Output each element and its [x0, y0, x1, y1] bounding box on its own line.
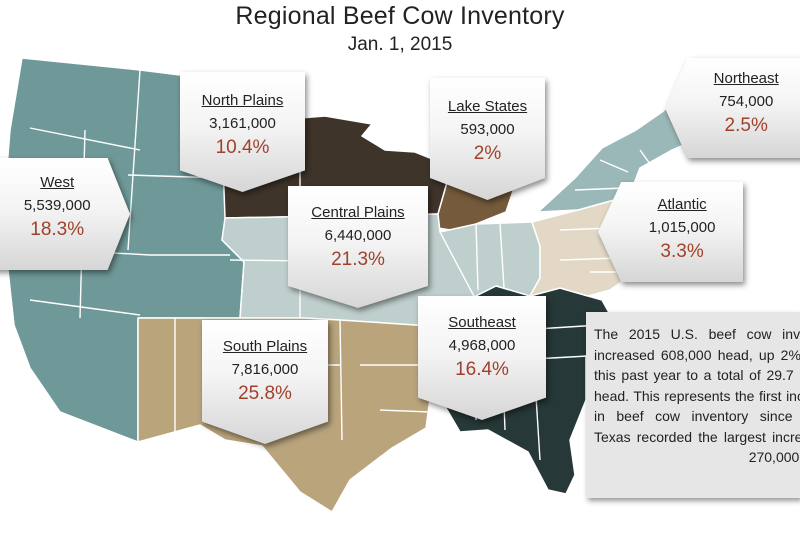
- callout-northeast: Northeast 754,000 2.5%: [665, 58, 800, 158]
- map-subtitle: Jan. 1, 2015: [347, 34, 453, 55]
- callout-south-plains: South Plains 7,816,000 25.8%: [202, 320, 328, 444]
- region-name: North Plains: [201, 92, 284, 109]
- region-count: 1,015,000: [648, 219, 716, 236]
- region-percent: 2.5%: [724, 115, 768, 136]
- region-count: 754,000: [719, 93, 774, 110]
- region-name: Atlantic: [657, 196, 707, 213]
- callout-shape: [665, 58, 800, 158]
- region-name: Northeast: [713, 70, 779, 87]
- region-name: Central Plains: [311, 204, 405, 221]
- region-percent: 25.8%: [238, 383, 292, 404]
- callout-shape: [288, 186, 428, 308]
- summary-note-box: The 2015 U.S. beef cow inventory increas…: [586, 312, 800, 498]
- region-count: 6,440,000: [324, 227, 392, 244]
- summary-note-text: The 2015 U.S. beef cow inventory increas…: [594, 326, 800, 465]
- region-percent: 21.3%: [331, 249, 385, 270]
- callout-shape: [180, 72, 305, 192]
- region-percent: 18.3%: [30, 219, 85, 240]
- region-count: 4,968,000: [448, 337, 516, 354]
- region-percent: 2%: [473, 143, 502, 164]
- callout-lake-states: Lake States 593,000 2%: [430, 78, 545, 200]
- region-name: Lake States: [447, 98, 528, 115]
- callout-central-plains: Central Plains 6,440,000 21.3%: [288, 186, 428, 308]
- region-percent: 16.4%: [455, 359, 509, 380]
- callout-north-plains: North Plains 3,161,000 10.4%: [180, 72, 305, 192]
- callout-west: West 5,539,000 18.3%: [0, 158, 130, 270]
- callout-shape: [430, 78, 545, 200]
- callout-shape: [0, 158, 130, 270]
- callout-shape: [202, 320, 328, 444]
- region-count: 7,816,000: [231, 361, 299, 378]
- region-percent: 3.3%: [660, 241, 704, 262]
- callout-atlantic: Atlantic 1,015,000 3.3%: [598, 182, 743, 282]
- region-name: Southeast: [448, 314, 516, 331]
- callout-shape: [418, 296, 546, 420]
- region-percent: 10.4%: [215, 137, 270, 158]
- region-count: 593,000: [460, 121, 515, 138]
- callout-southeast: Southeast 4,968,000 16.4%: [418, 296, 546, 420]
- region-count: 5,539,000: [23, 197, 91, 214]
- region-count: 3,161,000: [209, 115, 276, 132]
- map-title: Regional Beef Cow Inventory: [235, 2, 565, 30]
- region-name: South Plains: [222, 338, 308, 355]
- callout-shape: [598, 182, 743, 282]
- region-name: West: [40, 174, 75, 191]
